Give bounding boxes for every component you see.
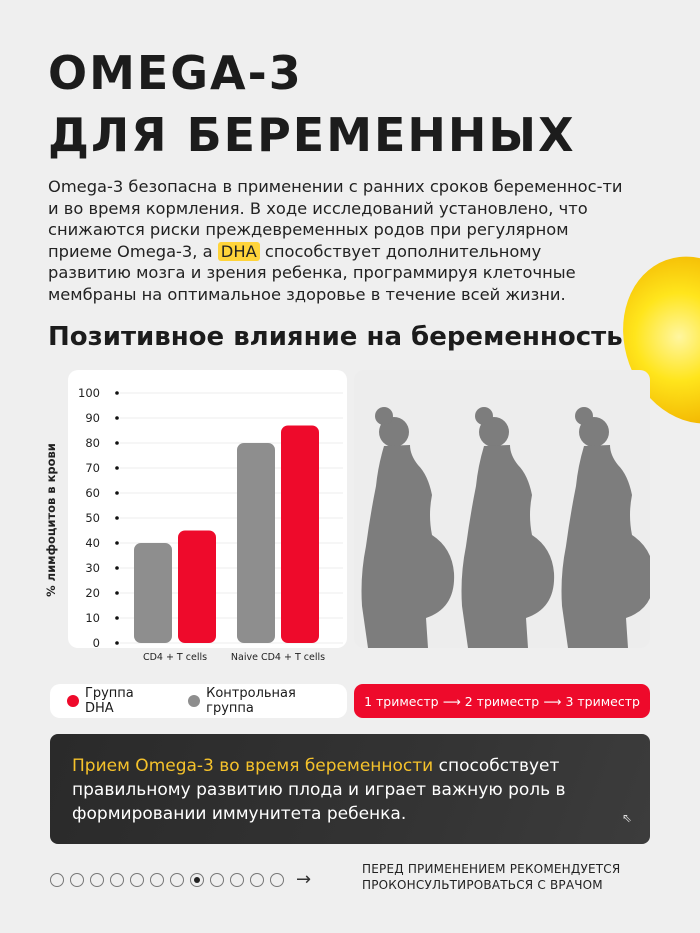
y-tick-label: 20 [85, 586, 100, 600]
y-tick-dot [115, 516, 119, 520]
y-tick-dot [115, 641, 119, 645]
y-tick-label: 80 [85, 436, 100, 450]
y-tick-dot [115, 566, 119, 570]
silhouette-trimester-3 [561, 407, 655, 648]
section-subtitle: Позитивное влияние на беременность [48, 322, 623, 352]
bar-chart: 0 10 20 30 40 50 60 70 80 90 100 % лимфоцитов в кро… [44, 386, 343, 663]
arrow-up-left-icon: ⇖ [621, 811, 632, 825]
intro-part-1: Omega-3 безопасна в применении с ранних … [48, 177, 623, 261]
y-tick-label: 50 [85, 511, 100, 525]
title-line-2: ДЛЯ БЕРЕМЕННЫХ [48, 108, 576, 162]
y-tick-label: 100 [78, 386, 100, 400]
pager-dot[interactable] [70, 872, 84, 887]
callout-highlight: Прием Omega-3 во время беременности [72, 756, 434, 776]
bar [237, 443, 275, 643]
silhouette-trimester-2 [461, 407, 555, 648]
note-line-1: ПЕРЕД ПРИМЕНЕНИЕМ РЕКОМЕНДУЕТСЯ [362, 862, 621, 876]
chart-legend: Группа DHA Контрольная группа [50, 684, 347, 718]
pager-dot[interactable] [270, 872, 284, 887]
slide-pager: → [50, 869, 311, 890]
note-line-2: ПРОКОНСУЛЬТИРОВАТЬСЯ С ВРАЧОМ [362, 878, 603, 892]
bar [178, 530, 216, 643]
silhouette-trimester-1 [361, 407, 455, 648]
legend-control-label: Контрольная группа [206, 686, 296, 716]
y-tick-dot [115, 391, 119, 395]
y-tick-dot [115, 416, 119, 420]
pager-dot[interactable] [150, 872, 164, 887]
pager-dot[interactable] [170, 872, 184, 887]
intro-highlight: DHA [217, 241, 260, 261]
trimester-1: 1 триместр [364, 693, 439, 709]
y-tick-dot [115, 441, 119, 445]
trimester-bar: 1 триместр ⟶ 2 триместр ⟶ 3 триместр [354, 684, 650, 718]
bar [134, 543, 172, 643]
doctor-note: ПЕРЕД ПРИМЕНЕНИЕМ РЕКОМЕНДУЕТСЯ ПРОКОНСУЛ… [362, 861, 620, 893]
y-tick-dot [115, 491, 119, 495]
pager-dot[interactable] [110, 872, 124, 887]
y-tick-label: 90 [85, 411, 100, 425]
y-tick-label: 70 [85, 461, 100, 475]
y-tick-dot [115, 466, 119, 470]
arrow-right-icon: ⟶ [442, 693, 461, 709]
intro-text: Omega-3 безопасна в применении с ранних … [48, 176, 628, 305]
y-axis-label: % лимфоцитов в крови [44, 443, 58, 597]
pregnancy-silhouettes [354, 370, 655, 648]
bar [281, 425, 319, 643]
x-tick-label: CD4 + T cells [143, 652, 207, 663]
chart-card: 0 10 20 30 40 50 60 70 80 90 100 % лимфоцитов в кро… [44, 370, 347, 663]
page-title: OMEGA-3 ДЛЯ БЕРЕМЕННЫХ [48, 42, 576, 166]
trimester-3: 3 триместр [565, 693, 640, 709]
y-tick-label: 30 [85, 561, 100, 575]
legend-control-swatch [188, 695, 201, 707]
title-line-1: OMEGA-3 [48, 46, 303, 100]
intro-part-2: способствует дополнительному развитию мо… [48, 241, 576, 304]
legend-dha-swatch [67, 695, 79, 707]
x-tick-label: Naive CD4 + T cells [231, 652, 325, 663]
y-tick-dot [115, 591, 119, 595]
y-tick-label: 40 [85, 536, 100, 550]
pager-dot[interactable] [90, 872, 104, 887]
pager-dot[interactable] [230, 872, 244, 887]
y-tick-dot [115, 541, 119, 545]
pager-dot[interactable] [50, 872, 64, 887]
y-tick-label: 0 [93, 636, 100, 650]
pager-dot[interactable] [190, 872, 204, 887]
y-tick-dot [115, 616, 119, 620]
callout-box: Прием Omega-3 во время беременности спос… [50, 734, 650, 844]
y-tick-label: 10 [85, 611, 100, 625]
next-arrow-icon[interactable]: → [296, 869, 312, 890]
legend-dha-label: Группа DHA [84, 686, 134, 716]
pager-dot[interactable] [250, 872, 264, 887]
arrow-right-icon: ⟶ [543, 693, 562, 709]
pager-dot[interactable] [130, 872, 144, 887]
callout-text: способствует правильному развитию плода … [72, 756, 566, 824]
y-tick-label: 60 [85, 486, 100, 500]
pager-dot[interactable] [210, 872, 224, 887]
trimester-2: 2 триместр [464, 693, 540, 709]
